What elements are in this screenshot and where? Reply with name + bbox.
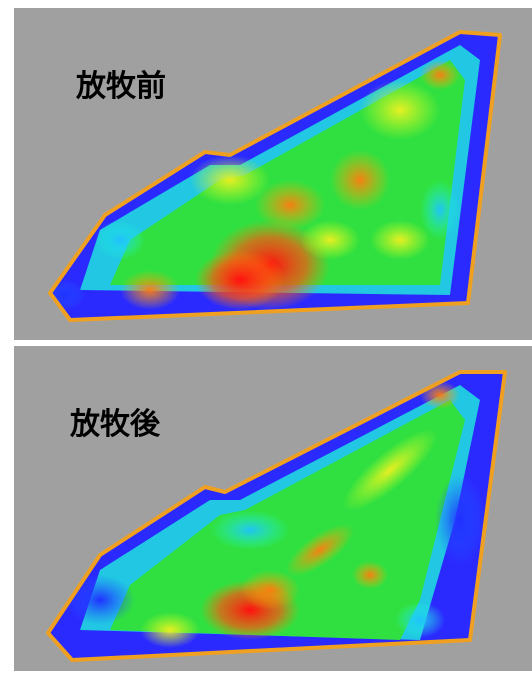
page: 放牧前 放牧後 (() => { const data = JSON.parse… (0, 0, 532, 677)
panel-label: 放牧前 (75, 69, 166, 104)
figure: 放牧前 放牧後 (0, 0, 532, 677)
panel-label: 放牧後 (69, 407, 161, 442)
